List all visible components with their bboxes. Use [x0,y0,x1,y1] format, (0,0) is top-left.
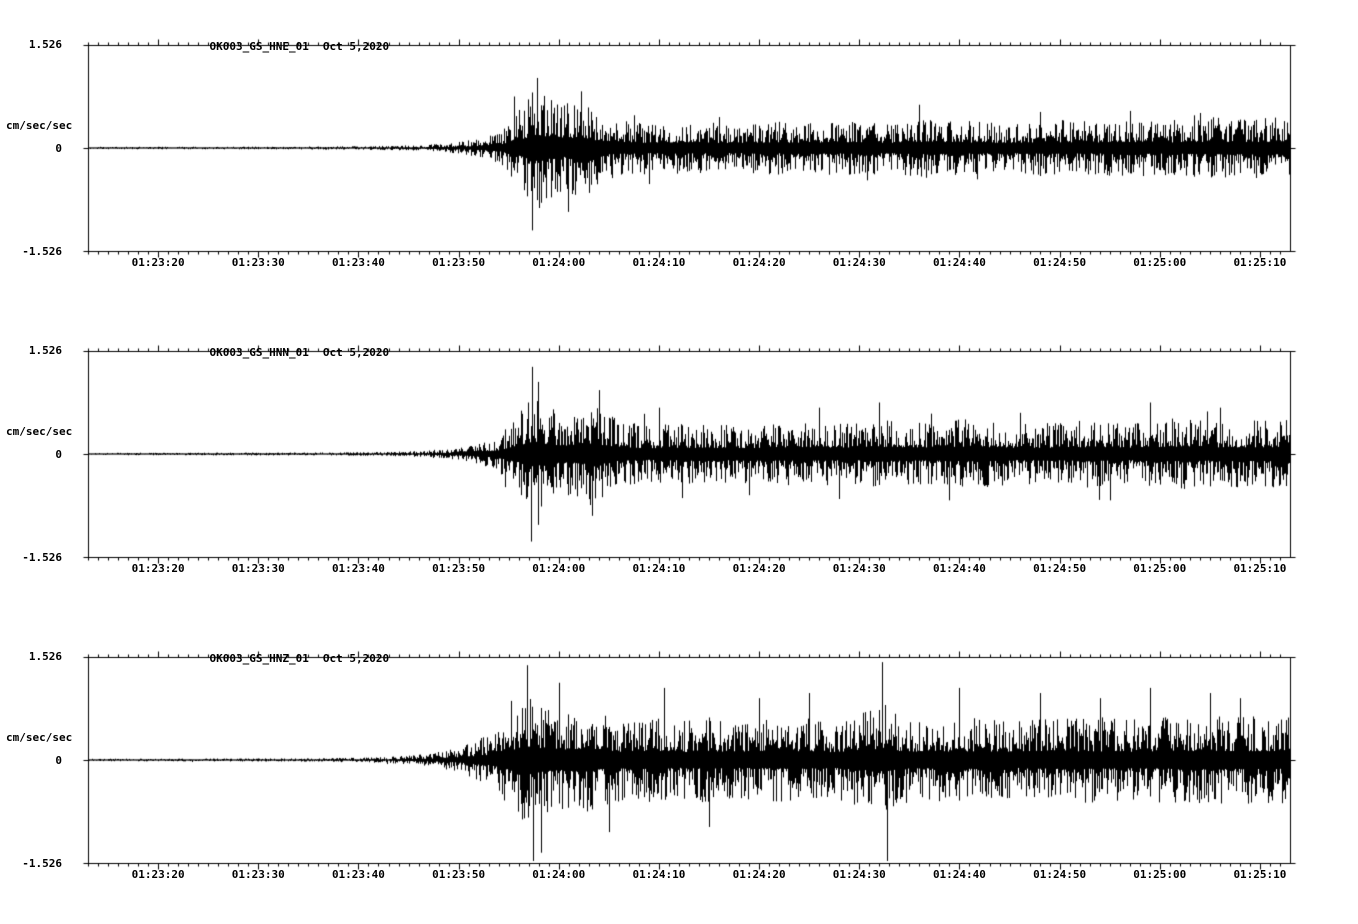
y-tick-label-zero: 0 [55,754,62,767]
y-axis-unit-label: cm/sec/sec [6,425,73,438]
x-tick-label: 01:24:00 [532,256,586,269]
y-tick-label-zero: 0 [55,142,62,155]
x-tick-label: 01:23:30 [231,868,285,881]
seismogram-panel-hnn: OK003_GS_HNN_01 Oct 5,2020 cm/sec/sec 1.5… [0,330,1358,636]
x-tick-label: 01:24:10 [632,868,686,881]
date-label: Oct 5,2020 [322,40,390,53]
x-tick-label: 01:25:00 [1133,562,1187,575]
x-tick-label: 01:24:10 [632,256,686,269]
x-tick-label: 01:24:50 [1033,868,1087,881]
y-axis-unit-label: cm/sec/sec [6,731,73,744]
x-tick-label: 01:25:10 [1233,868,1287,881]
date-label: Oct 5,2020 [322,652,390,665]
x-tick-label: 01:24:40 [932,256,986,269]
x-tick-label: 01:23:30 [231,562,285,575]
panel-title: OK003_GS_HNE_01 Oct 5,2020 [183,27,390,66]
x-tick-label: 01:24:40 [932,868,986,881]
waveform-plot-hnn [0,330,1358,636]
panel-title: OK003_GS_HNZ_01 Oct 5,2020 [183,639,390,678]
x-tick-label: 01:23:40 [331,868,385,881]
date-label: Oct 5,2020 [322,346,390,359]
x-tick-label: 01:23:40 [331,256,385,269]
x-tick-label: 01:24:20 [732,256,786,269]
x-tick-label: 01:24:00 [532,562,586,575]
x-tick-label: 01:23:20 [131,562,185,575]
x-tick-label: 01:23:40 [331,562,385,575]
y-tick-label-min: -1.526 [22,857,62,870]
x-tick-label: 01:24:40 [932,562,986,575]
x-tick-label: 01:25:00 [1133,868,1187,881]
x-tick-label: 01:24:00 [532,868,586,881]
y-axis-unit-label: cm/sec/sec [6,119,73,132]
y-tick-label-zero: 0 [55,448,62,461]
x-tick-label: 01:23:20 [131,868,185,881]
x-tick-label: 01:24:50 [1033,562,1087,575]
x-tick-label: 01:23:50 [432,256,486,269]
station-channel-label: OK003_GS_HNZ_01 [209,652,309,665]
y-tick-label-min: -1.526 [22,551,62,564]
x-tick-label: 01:25:10 [1233,256,1287,269]
seismogram-panel-hnz: OK003_GS_HNZ_01 Oct 5,2020 cm/sec/sec 1.5… [0,636,1358,924]
x-tick-label: 01:23:50 [432,562,486,575]
station-channel-label: OK003_GS_HNE_01 [209,40,309,53]
x-tick-label: 01:24:30 [832,868,886,881]
x-tick-label: 01:24:20 [732,562,786,575]
panel-title: OK003_GS_HNN_01 Oct 5,2020 [183,333,390,372]
waveform-plot-hne [0,24,1358,330]
y-tick-label-max: 1.526 [28,344,62,357]
x-tick-label: 01:24:30 [832,562,886,575]
x-tick-label: 01:24:20 [732,868,786,881]
x-tick-label: 01:24:10 [632,562,686,575]
y-tick-label-min: -1.526 [22,245,62,258]
x-tick-label: 01:23:50 [432,868,486,881]
x-tick-label: 01:23:30 [231,256,285,269]
waveform-plot-hnz [0,636,1358,924]
x-tick-label: 01:25:00 [1133,256,1187,269]
x-tick-label: 01:24:30 [832,256,886,269]
y-tick-label-max: 1.526 [28,650,62,663]
station-channel-label: OK003_GS_HNN_01 [209,346,309,359]
seismogram-panel-hne: OK003_GS_HNE_01 Oct 5,2020 cm/sec/sec 1.5… [0,24,1358,330]
x-tick-label: 01:23:20 [131,256,185,269]
y-tick-label-max: 1.526 [28,38,62,51]
x-tick-label: 01:25:10 [1233,562,1287,575]
x-tick-label: 01:24:50 [1033,256,1087,269]
